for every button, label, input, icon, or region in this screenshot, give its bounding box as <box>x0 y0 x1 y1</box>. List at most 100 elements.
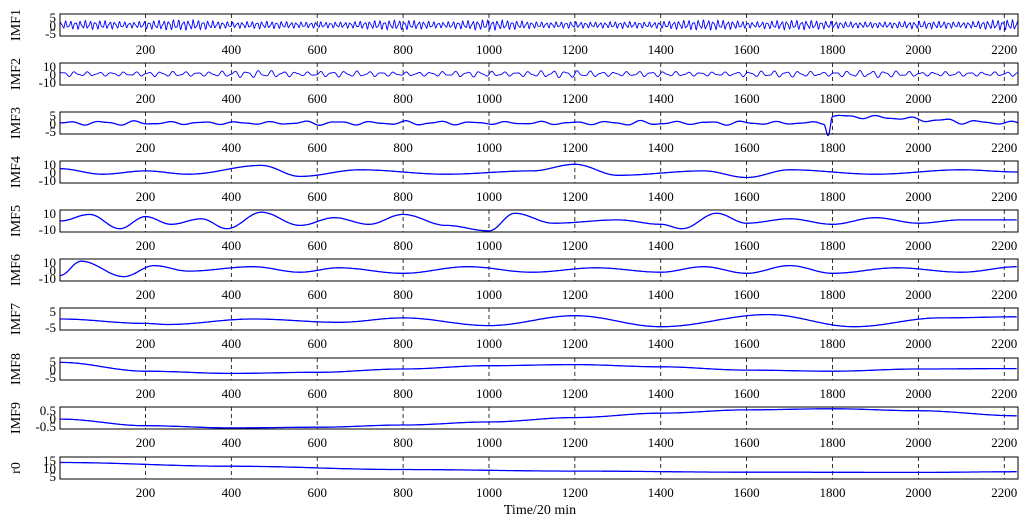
x-tick-label: 600 <box>307 485 327 500</box>
x-tick-label: 1600 <box>734 238 760 253</box>
y-tick-label: 10 <box>43 255 56 270</box>
x-tick-label: 800 <box>393 91 413 106</box>
y-tick-label: -10 <box>39 271 56 286</box>
x-tick-label: 1800 <box>819 238 845 253</box>
x-tick-label: 1400 <box>648 42 674 57</box>
x-tick-label: 1000 <box>476 42 502 57</box>
y-tick-label: 5 <box>50 354 57 369</box>
x-tick-label: 800 <box>393 42 413 57</box>
y-axis-label: IMF1 <box>9 9 24 41</box>
x-tick-label: 1800 <box>819 336 845 351</box>
axes-box <box>59 111 1019 135</box>
y-tick-label: -10 <box>39 173 56 188</box>
axes-box <box>59 307 1019 331</box>
x-tick-label: 1400 <box>648 287 674 302</box>
x-tick-label: 2200 <box>991 91 1017 106</box>
x-tick-label: 1400 <box>648 336 674 351</box>
panel-imf6: 100-10 IMF6 200 400 600 800 1000 1200 1400 1600 18… <box>9 254 1019 302</box>
x-tick-label: 1400 <box>648 238 674 253</box>
y-tick-label: 0 <box>50 116 57 131</box>
series-line-imf9 <box>60 408 1017 429</box>
y-tick-label: 15 <box>43 453 56 468</box>
x-tick-label: 600 <box>307 42 327 57</box>
x-tick-label: 2200 <box>991 140 1017 155</box>
series-line-imf3 <box>60 114 1019 137</box>
series-line-imf7 <box>60 313 1017 328</box>
x-tick-label: 1400 <box>648 91 674 106</box>
y-tick-label: 5 <box>50 10 57 25</box>
x-tick-label: 200 <box>136 336 156 351</box>
x-tick-label: 600 <box>307 91 327 106</box>
panel-imf7: 5-5 IMF7 200 400 600 800 1000 1200 1400 1600 1800 2… <box>9 303 1019 351</box>
y-axis-label: IMF5 <box>9 205 24 237</box>
x-tick-label: 200 <box>136 287 156 302</box>
y-tick-label: -5 <box>45 320 56 335</box>
x-axis-label: Time/20 min <box>504 503 576 518</box>
y-tick-label: -5 <box>45 124 56 139</box>
y-axis-label: IMF2 <box>9 58 24 90</box>
x-tick-label: 600 <box>307 189 327 204</box>
panel-imf1: 50-5 IMF1 200 400 600 800 1000 1200 1400 1600 1800… <box>9 9 1019 57</box>
x-tick-label: 2200 <box>991 336 1017 351</box>
x-tick-label: 800 <box>393 386 413 401</box>
y-tick-label: 5 <box>50 469 57 484</box>
x-tick-label: 200 <box>136 485 156 500</box>
x-tick-label: 1800 <box>819 140 845 155</box>
x-tick-label: 600 <box>307 238 327 253</box>
x-tick-label: 400 <box>222 42 242 57</box>
panel-imf9: 0.50-0.5 IMF9 200 400 600 800 1000 1200 1400 1600… <box>9 402 1019 450</box>
x-tick-label: 2200 <box>991 42 1017 57</box>
x-tick-label: 800 <box>393 435 413 450</box>
y-tick-label: 0 <box>50 67 57 82</box>
x-tick-label: 1200 <box>562 91 588 106</box>
x-tick-label: 400 <box>222 189 242 204</box>
x-tick-label: 2000 <box>905 140 931 155</box>
x-tick-label: 1600 <box>734 435 760 450</box>
x-tick-label: 1600 <box>734 386 760 401</box>
x-tick-label: 800 <box>393 140 413 155</box>
x-tick-label: 1200 <box>562 336 588 351</box>
y-tick-label: -10 <box>39 75 56 90</box>
x-tick-label: 2200 <box>991 386 1017 401</box>
axes-box <box>59 160 1019 184</box>
x-tick-label: 1200 <box>562 287 588 302</box>
series-line-imf6 <box>59 260 1017 278</box>
y-tick-label: -0.5 <box>35 419 56 434</box>
axes-box <box>59 258 1019 282</box>
y-axis-label: r0 <box>9 462 24 474</box>
axes-box <box>59 13 1019 37</box>
x-tick-label: 2200 <box>991 189 1017 204</box>
x-tick-label: 1600 <box>734 140 760 155</box>
x-tick-label: 1600 <box>734 287 760 302</box>
x-tick-label: 2000 <box>905 287 931 302</box>
x-tick-label: 2000 <box>905 435 931 450</box>
x-tick-label: 1000 <box>476 435 502 450</box>
x-tick-label: 1200 <box>562 238 588 253</box>
axes-box <box>59 406 1019 430</box>
y-tick-label: 5 <box>50 108 57 123</box>
x-tick-label: 600 <box>307 140 327 155</box>
panel-imf3: 50-5 IMF3 200 400 600 800 1000 1200 1400 1600 1800… <box>9 107 1019 155</box>
x-tick-label: 1000 <box>476 238 502 253</box>
x-tick-label: 2000 <box>905 386 931 401</box>
x-tick-label: 2000 <box>905 189 931 204</box>
x-tick-label: 400 <box>222 435 242 450</box>
y-tick-label: 10 <box>43 157 56 172</box>
x-tick-label: 1200 <box>562 42 588 57</box>
x-tick-label: 2200 <box>991 287 1017 302</box>
x-tick-label: 600 <box>307 386 327 401</box>
x-tick-label: 1000 <box>476 485 502 500</box>
x-tick-label: 200 <box>136 435 156 450</box>
x-tick-label: 1400 <box>648 189 674 204</box>
y-axis-label: IMF4 <box>9 156 24 188</box>
panel-imf8: 50-5 IMF8 200 400 600 800 1000 1200 1400 1600 1800… <box>9 353 1019 401</box>
x-tick-label: 2000 <box>905 42 931 57</box>
x-tick-label: 1400 <box>648 485 674 500</box>
x-tick-label: 1800 <box>819 485 845 500</box>
x-tick-label: 400 <box>222 485 242 500</box>
x-tick-label: 1200 <box>562 386 588 401</box>
x-tick-label: 1600 <box>734 485 760 500</box>
x-tick-label: 400 <box>222 238 242 253</box>
x-tick-label: 800 <box>393 189 413 204</box>
